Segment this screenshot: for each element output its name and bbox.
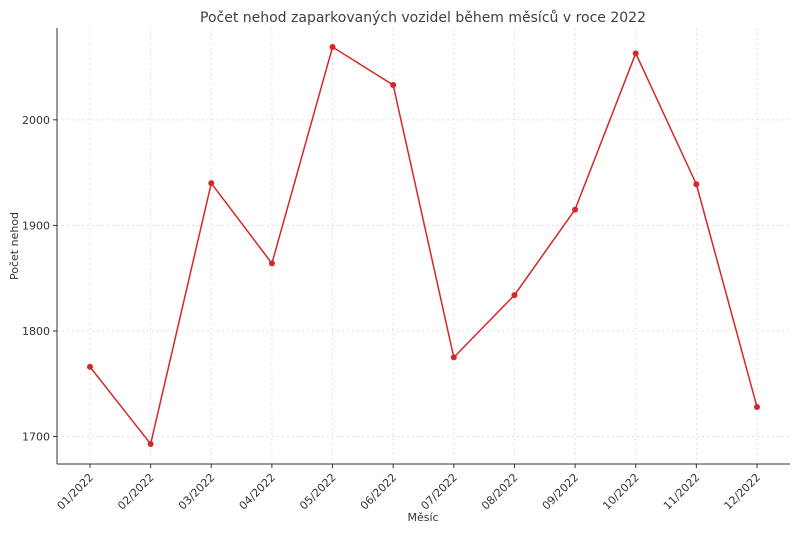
x-tick-label: 06/2022 xyxy=(358,471,400,513)
chart-title: Počet nehod zaparkovaných vozidel během … xyxy=(200,10,646,26)
series-line xyxy=(89,45,758,446)
data-point xyxy=(754,403,760,410)
data-point xyxy=(329,44,336,51)
y-axis-label: Počet nehod xyxy=(8,212,21,280)
y-tick-label: 2000 xyxy=(22,114,50,127)
y-tick-label: 1900 xyxy=(22,219,50,232)
axes xyxy=(56,28,790,465)
data-point xyxy=(87,363,93,370)
data-point xyxy=(208,180,215,187)
data-point xyxy=(390,82,397,89)
data-point xyxy=(511,292,518,299)
x-tick-label: 03/2022 xyxy=(176,471,218,513)
y-tick-label: 1800 xyxy=(22,325,50,338)
x-tick-label: 04/2022 xyxy=(237,471,279,513)
x-tick-label: 09/2022 xyxy=(540,471,582,513)
data-point xyxy=(450,354,457,361)
x-tick-label: 02/2022 xyxy=(115,471,157,513)
data-point xyxy=(693,181,700,188)
y-tick-label: 1700 xyxy=(22,431,50,444)
series xyxy=(87,44,760,447)
x-tick-label: 11/2022 xyxy=(661,471,703,513)
data-point xyxy=(632,50,639,57)
x-axis-label: Měsíc xyxy=(407,511,438,524)
x-tick-label: 01/2022 xyxy=(55,471,97,513)
x-tick-label: 05/2022 xyxy=(297,471,339,513)
x-tick-label: 10/2022 xyxy=(600,471,642,513)
data-point xyxy=(268,260,275,267)
x-tick-label: 07/2022 xyxy=(418,471,460,513)
data-point xyxy=(147,440,154,447)
x-tick-label: 08/2022 xyxy=(479,471,521,513)
x-tick-label: 12/2022 xyxy=(722,471,764,513)
data-point xyxy=(572,206,579,213)
grid xyxy=(57,28,790,464)
ticks: 1700 1800 1900 2000 01/2022 02/2022 03/2022 04/… xyxy=(22,114,763,513)
